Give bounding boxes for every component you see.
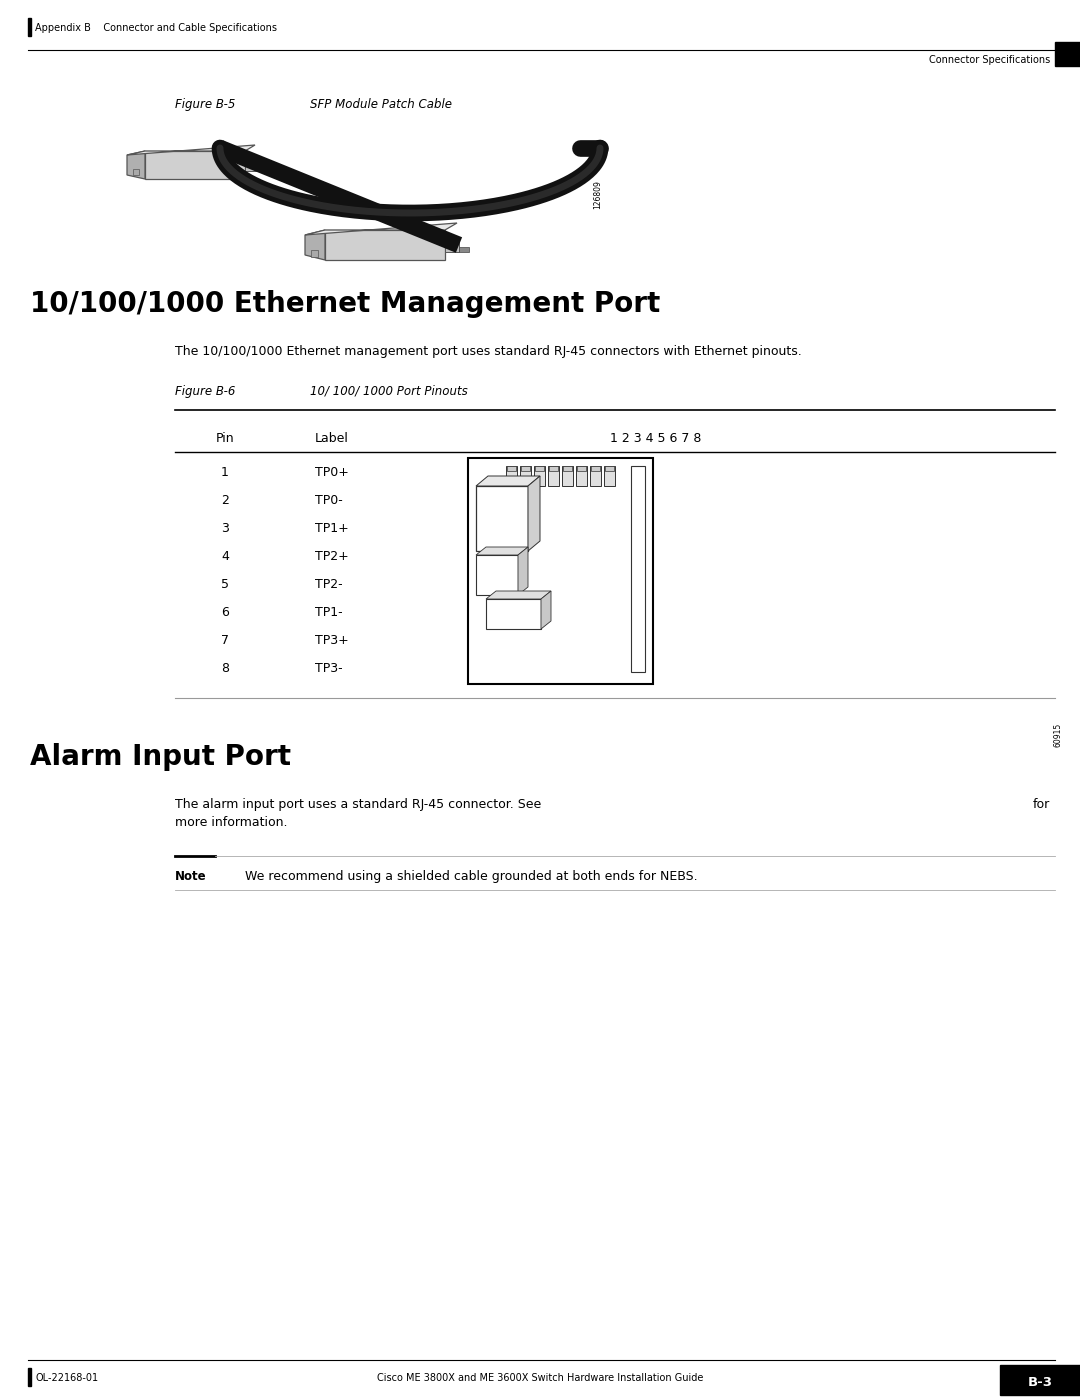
Bar (486, 599, 541, 629)
Bar (1055, 42, 1080, 66)
Bar (145, 151, 245, 179)
Bar (548, 467, 559, 486)
Text: 5: 5 (221, 578, 229, 591)
Text: 1: 1 (221, 467, 229, 479)
Text: The alarm input port uses a standard RJ-45 connector. See: The alarm input port uses a standard RJ-… (175, 798, 541, 812)
Text: 1 2 3 4 5 6 7 8: 1 2 3 4 5 6 7 8 (610, 432, 701, 446)
Bar (468, 458, 653, 685)
Bar (604, 467, 615, 486)
Bar (245, 159, 257, 170)
Bar (521, 467, 530, 471)
Text: Appendix B    Connector and Cable Specifications: Appendix B Connector and Cable Specifica… (35, 22, 276, 34)
Polygon shape (127, 151, 145, 179)
Bar (563, 467, 572, 471)
Bar (562, 467, 573, 486)
Text: TP3-: TP3- (315, 662, 342, 675)
Bar (445, 237, 459, 251)
Bar (631, 467, 645, 672)
Text: Pin: Pin (216, 432, 234, 446)
Bar (549, 467, 558, 471)
Text: TP0+: TP0+ (315, 467, 349, 479)
Bar (311, 250, 318, 257)
Polygon shape (528, 476, 540, 550)
Text: OL-22168-01: OL-22168-01 (36, 1373, 99, 1383)
Text: Alarm Input Port: Alarm Input Port (30, 743, 291, 771)
Bar (476, 555, 518, 595)
Bar (576, 467, 588, 486)
Bar (459, 247, 469, 251)
Bar (133, 169, 139, 175)
Text: Figure B-5: Figure B-5 (175, 98, 235, 110)
Text: Cisco ME 3800X and ME 3600X Switch Hardware Installation Guide: Cisco ME 3800X and ME 3600X Switch Hardw… (377, 1373, 703, 1383)
Text: more information.: more information. (175, 816, 287, 828)
Bar (507, 467, 517, 486)
Bar (28, 1368, 31, 1386)
Polygon shape (305, 231, 325, 260)
Bar (325, 231, 445, 260)
Text: We recommend using a shielded cable grounded at both ends for NEBS.: We recommend using a shielded cable grou… (245, 870, 698, 883)
Polygon shape (541, 591, 551, 629)
Text: for: for (1032, 798, 1050, 812)
Bar (605, 467, 615, 471)
Polygon shape (486, 591, 551, 599)
Text: TP2-: TP2- (315, 578, 342, 591)
Text: 4: 4 (221, 550, 229, 563)
Polygon shape (476, 476, 540, 486)
Text: 10/100/1000 Ethernet Management Port: 10/100/1000 Ethernet Management Port (30, 291, 660, 319)
Text: 2: 2 (221, 495, 229, 507)
Bar (257, 168, 265, 170)
Polygon shape (127, 145, 255, 155)
Text: TP2+: TP2+ (315, 550, 349, 563)
Bar (519, 467, 531, 486)
Text: TP1-: TP1- (315, 606, 342, 619)
Polygon shape (518, 548, 528, 595)
Bar (28, 18, 31, 36)
Text: 10/ 100/ 1000 Port Pinouts: 10/ 100/ 1000 Port Pinouts (310, 386, 468, 398)
Polygon shape (476, 548, 528, 555)
Text: 3: 3 (221, 522, 229, 535)
Bar (1000, 1365, 1080, 1396)
Bar (591, 467, 600, 471)
Text: 7: 7 (221, 634, 229, 647)
Text: Label: Label (315, 432, 349, 446)
Text: 8: 8 (221, 662, 229, 675)
Text: 60915: 60915 (1053, 722, 1063, 747)
Text: TP1+: TP1+ (315, 522, 349, 535)
Text: 6: 6 (221, 606, 229, 619)
Text: SFP Module Patch Cable: SFP Module Patch Cable (310, 98, 453, 110)
Text: TP0-: TP0- (315, 495, 342, 507)
Text: Note: Note (175, 870, 206, 883)
Bar (535, 467, 544, 471)
Text: Figure B-6: Figure B-6 (175, 386, 235, 398)
Bar (476, 486, 528, 550)
Text: The 10/100/1000 Ethernet management port uses standard RJ-45 connectors with Eth: The 10/100/1000 Ethernet management port… (175, 345, 801, 358)
Text: TP3+: TP3+ (315, 634, 349, 647)
Bar (590, 467, 600, 486)
Bar (507, 467, 516, 471)
Polygon shape (305, 224, 457, 235)
Bar (577, 467, 586, 471)
Text: 126809: 126809 (594, 180, 603, 210)
Bar (534, 467, 545, 486)
Text: Connector Specifications: Connector Specifications (929, 54, 1050, 66)
Text: B-3: B-3 (1027, 1376, 1053, 1389)
